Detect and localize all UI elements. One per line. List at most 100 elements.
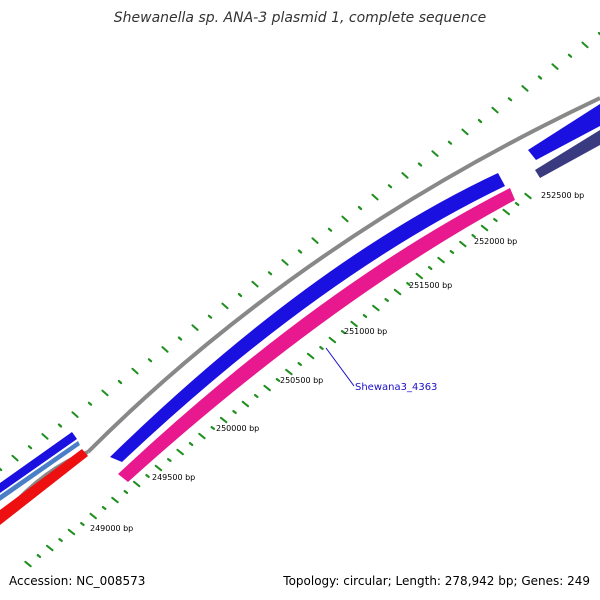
- scale-tick: [0, 467, 3, 472]
- scale-tick: [58, 537, 63, 543]
- scale-tick: [357, 205, 363, 211]
- scale-tick: [567, 53, 573, 58]
- scale-tick: [384, 298, 389, 302]
- scale-tick: [207, 314, 213, 319]
- scale-tick: [147, 358, 153, 363]
- scale-tick: [267, 271, 273, 276]
- scale-tick: [459, 240, 467, 248]
- scale-tick: [327, 227, 333, 232]
- scale-tick: [275, 378, 281, 382]
- scale-tick: [581, 41, 589, 49]
- scale-tick: [477, 118, 483, 124]
- gene-layer: [0, 104, 600, 525]
- scale-tick: [281, 259, 289, 266]
- scale-tick: [461, 128, 469, 136]
- map-title: Shewanella sp. ANA-3 plasmid 1, complete…: [113, 10, 487, 26]
- scale-tick: [387, 184, 393, 189]
- scale-tick: [406, 282, 411, 286]
- gene-arrow-forward[interactable]: [0, 432, 77, 493]
- inner-tick-layer: [24, 192, 532, 568]
- gene-arrow-forward-light[interactable]: [0, 441, 80, 501]
- scale-tick: [449, 250, 455, 254]
- scale-tick: [431, 150, 439, 157]
- scale-tick: [87, 401, 93, 406]
- scale-tick: [514, 202, 520, 206]
- scale-tick: [427, 266, 433, 270]
- scale-tick: [57, 423, 63, 428]
- scale-tick: [101, 389, 109, 397]
- scale-tick: [89, 512, 97, 520]
- scale-tick: [372, 304, 380, 312]
- scale-tick: [285, 368, 293, 376]
- scale-tick: [111, 496, 119, 504]
- scale-tick: [401, 172, 409, 179]
- scale-tick: [341, 215, 349, 223]
- scale-tick: [521, 85, 529, 92]
- gene-arrow-forward[interactable]: [528, 104, 600, 160]
- scale-tick: [198, 432, 206, 440]
- tick-label: 250000 bp: [216, 424, 259, 433]
- tick-label: 249500 bp: [152, 473, 195, 482]
- callout-line: [325, 347, 355, 387]
- tick-label: 252500 bp: [541, 191, 584, 200]
- scale-tick: [437, 256, 445, 264]
- scale-tick: [493, 218, 498, 222]
- scale-tick: [415, 272, 423, 280]
- gene-callout[interactable]: Shewana3_4363: [325, 347, 437, 393]
- scale-tick: [371, 193, 379, 201]
- scale-tick: [417, 162, 423, 167]
- scale-tick: [71, 411, 79, 418]
- scale-tick: [176, 448, 184, 456]
- tick-label: 252000 bp: [474, 237, 517, 246]
- scale-tick: [350, 320, 358, 328]
- topology-summary: Topology: circular; Length: 278,942 bp; …: [283, 574, 590, 588]
- backbone-segment: [86, 96, 600, 454]
- scale-tick: [319, 346, 324, 350]
- scale-tick: [393, 288, 402, 296]
- scale-tick: [362, 314, 368, 318]
- gene-arrow-reverse[interactable]: [535, 130, 600, 178]
- scale-tick: [154, 464, 163, 472]
- tick-label: 251000 bp: [344, 327, 387, 336]
- gene-arrow-reverse[interactable]: [118, 188, 515, 482]
- scale-tick: [24, 560, 32, 568]
- scale-tick: [27, 445, 33, 450]
- scale-tick: [524, 192, 532, 200]
- scale-tick: [117, 379, 123, 385]
- scale-tick: [306, 352, 315, 360]
- scale-tick: [161, 346, 169, 353]
- tick-label-layer: 249000 bp 249500 bp 250000 bp 250500 bp 2510…: [90, 191, 584, 533]
- scale-tick: [67, 528, 76, 536]
- scale-tick: [167, 458, 172, 462]
- scale-tick: [131, 367, 139, 375]
- scale-tick: [480, 224, 489, 232]
- scale-tick: [340, 330, 346, 334]
- scale-tick: [502, 208, 510, 216]
- scale-tick: [177, 336, 183, 341]
- scale-tick: [537, 75, 543, 80]
- scale-tick: [471, 234, 476, 238]
- scale-tick: [237, 292, 243, 298]
- scale-tick: [46, 544, 54, 552]
- scale-tick: [311, 237, 319, 244]
- scale-tick: [597, 31, 600, 36]
- tick-label: 249000 bp: [90, 524, 133, 533]
- scale-tick: [328, 336, 337, 344]
- callout-label[interactable]: Shewana3_4363: [355, 382, 437, 393]
- gene-arrow-forward[interactable]: [110, 173, 505, 462]
- scale-tick: [145, 474, 150, 478]
- scale-tick: [297, 362, 302, 366]
- scale-tick: [491, 106, 499, 114]
- scale-tick: [133, 480, 141, 488]
- tick-label: 250500 bp: [280, 376, 323, 385]
- scale-tick: [251, 280, 259, 288]
- scale-tick: [241, 400, 250, 408]
- scale-tick: [210, 426, 216, 430]
- scale-tick: [297, 249, 303, 254]
- scale-tick: [507, 97, 513, 102]
- gene-arrow-reverse[interactable]: [0, 449, 88, 525]
- scale-tick: [221, 302, 229, 310]
- scale-tick: [263, 384, 271, 392]
- accession-label: Accession: NC_008573: [9, 574, 146, 588]
